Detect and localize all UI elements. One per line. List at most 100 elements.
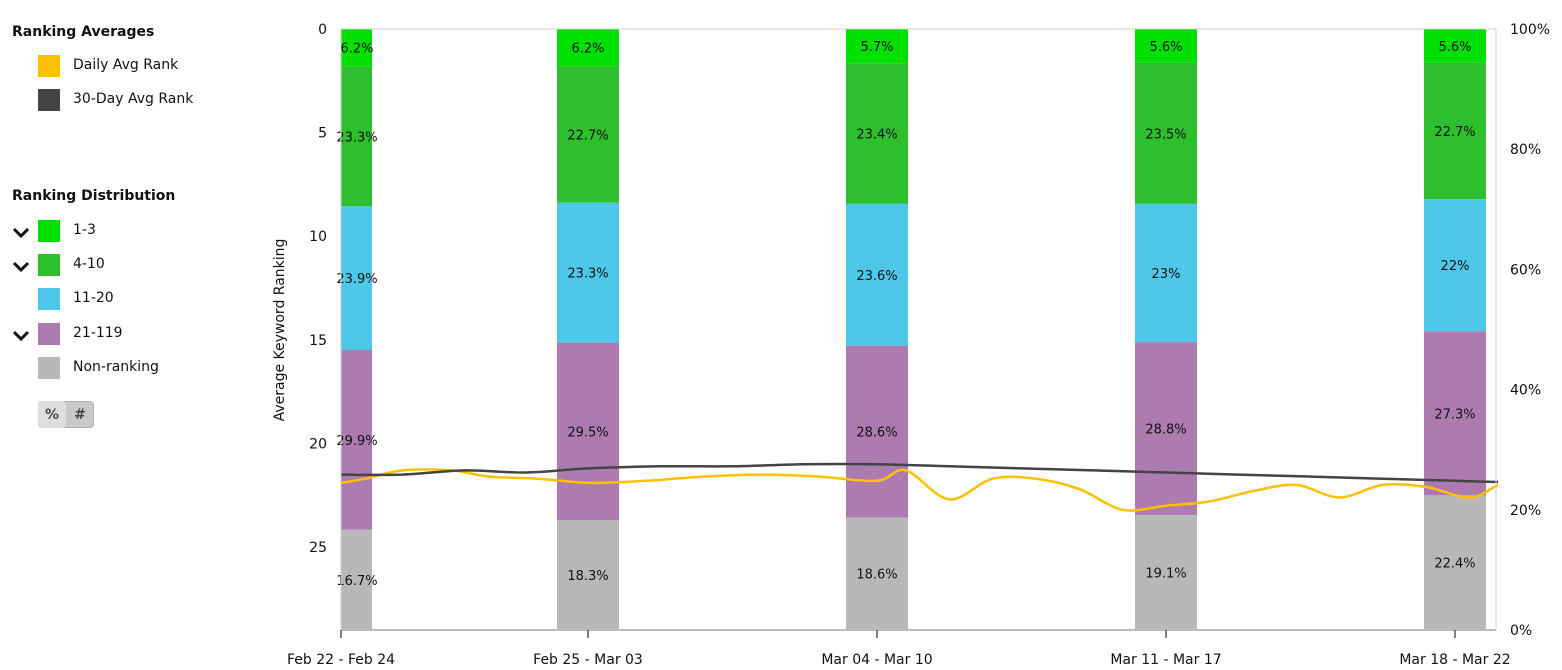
- legend-item-21-119[interactable]: 21-119: [12, 323, 242, 347]
- bar-segment-11-20[interactable]: [1135, 203, 1197, 343]
- 4-10-swatch: [38, 254, 60, 276]
- bar-segment-4-10[interactable]: [846, 63, 908, 204]
- daily-avg-rank-line[interactable]: [341, 468, 1527, 512]
- bar-data-label: 29.9%: [336, 434, 377, 449]
- 1-3-swatch: [38, 220, 60, 242]
- y-tick-label: 10: [309, 229, 327, 245]
- 30-day-avg-rank-line[interactable]: [341, 462, 1527, 484]
- 21-119-swatch: [38, 323, 60, 345]
- x-tick-label: Feb 25 - Mar 03: [533, 652, 643, 668]
- bar-segment-21-119[interactable]: [1135, 342, 1197, 516]
- legend-label: 11-20: [73, 290, 114, 306]
- bar-segment-21-119[interactable]: [557, 342, 619, 521]
- legend-item-4-10[interactable]: 4-10: [12, 254, 242, 278]
- bar-segment-1-3[interactable]: [341, 29, 372, 67]
- bar-segment-non-ranking[interactable]: [1135, 515, 1197, 630]
- y2-tick-label: 20%: [1510, 503, 1541, 519]
- bar-segment-21-119[interactable]: [341, 349, 372, 530]
- bar-segment-1-3[interactable]: [1135, 29, 1197, 63]
- bar-segment-1-3[interactable]: [846, 29, 908, 64]
- y-tick-label: 0: [318, 22, 327, 38]
- bar-segment-11-20[interactable]: [557, 202, 619, 343]
- legend-label: Non-ranking: [73, 359, 159, 375]
- chart-axes: 0 5 10 15 20 25 0% 20% 40% 60% 80% 100% Feb 22 - Feb…: [287, 22, 1550, 668]
- bar-data-label: 23%: [1152, 267, 1181, 282]
- bar-segment-1-3[interactable]: [557, 29, 619, 67]
- bar-segment-non-ranking[interactable]: [341, 529, 372, 630]
- bar-data-label: 27.3%: [1434, 407, 1475, 422]
- bar-segment-4-10[interactable]: [1135, 62, 1197, 204]
- y2-tick-label: 80%: [1510, 142, 1541, 158]
- legend-item-11-20[interactable]: 11-20: [12, 288, 242, 312]
- legend-label: 30-Day Avg Rank: [73, 91, 194, 107]
- bar-data-label: 23.4%: [856, 128, 897, 143]
- average-lines: [341, 462, 1527, 512]
- legend-item-non-ranking[interactable]: Non-ranking: [12, 357, 242, 381]
- daily-avg-rank-swatch: [38, 55, 60, 77]
- chevron-down-icon[interactable]: [12, 224, 30, 240]
- count-toggle-button[interactable]: #: [74, 406, 86, 423]
- 30-day-avg-rank-swatch: [38, 89, 60, 111]
- legend-label: 21-119: [73, 325, 123, 341]
- y-tick-label: 15: [309, 333, 327, 349]
- bar-data-label: 16.7%: [336, 574, 377, 589]
- bar-data-label: 19.1%: [1145, 567, 1186, 582]
- percent-count-toggle[interactable]: % #: [38, 401, 94, 428]
- bar-segment-21-119[interactable]: [846, 345, 908, 518]
- legend-item-daily-avg-rank[interactable]: Daily Avg Rank: [12, 55, 242, 79]
- bar-data-label: 23.6%: [856, 269, 897, 284]
- chevron-down-icon[interactable]: [12, 258, 30, 274]
- legend-label: 4-10: [73, 256, 105, 272]
- bar-data-label: 22.4%: [1434, 557, 1475, 572]
- bar-segment-11-20[interactable]: [846, 203, 908, 346]
- bar-data-label: 23.3%: [336, 130, 377, 145]
- legend-label: 1-3: [73, 222, 96, 238]
- bar-data-label: 22.7%: [567, 128, 608, 143]
- chevron-down-icon[interactable]: [12, 327, 30, 343]
- bar-data-label: 5.7%: [860, 40, 893, 55]
- legend-label: Daily Avg Rank: [73, 57, 179, 73]
- bar-segment-1-3[interactable]: [1424, 29, 1486, 63]
- bar-data-label: 23.5%: [1145, 127, 1186, 142]
- bar-data-label: 6.2%: [340, 42, 373, 57]
- bar-segment-4-10[interactable]: [341, 66, 372, 207]
- bar-segment-11-20[interactable]: [341, 206, 372, 350]
- x-tick-label: Mar 11 - Mar 17: [1110, 652, 1221, 668]
- bar-segment-4-10[interactable]: [1424, 62, 1486, 200]
- bar-data-label: 23.3%: [567, 267, 608, 282]
- y2-tick-label: 100%: [1510, 22, 1550, 38]
- bar-data-label: 28.8%: [1145, 423, 1186, 438]
- bar-data-label: 23.9%: [336, 272, 377, 287]
- bar-data-label: 5.6%: [1438, 40, 1471, 55]
- y-tick-label: 25: [309, 540, 327, 556]
- x-tick-label: Mar 04 - Mar 10: [821, 652, 932, 668]
- y-axis-title: Average Keyword Ranking: [272, 239, 288, 422]
- x-tick-label: Mar 18 - Mar 22: [1399, 652, 1510, 668]
- ranking-distribution-title: Ranking Distribution: [12, 188, 176, 204]
- bar-segment-non-ranking[interactable]: [557, 520, 619, 630]
- y-tick-label: 5: [318, 126, 327, 142]
- y2-tick-label: 40%: [1510, 383, 1541, 399]
- bar-data-label: 22.7%: [1434, 125, 1475, 140]
- bar-data-label: 29.5%: [567, 425, 608, 440]
- bar-data-label: 5.6%: [1149, 40, 1182, 55]
- y-tick-label: 20: [309, 436, 327, 452]
- bar-segment-11-20[interactable]: [1424, 199, 1486, 332]
- legend-item-30-day-avg-rank[interactable]: 30-Day Avg Rank: [12, 89, 242, 113]
- bar-segment-21-119[interactable]: [1424, 331, 1486, 496]
- ranking-averages-title: Ranking Averages: [12, 24, 155, 40]
- x-tick-label: Feb 22 - Feb 24: [287, 652, 395, 668]
- bar-segment-4-10[interactable]: [557, 66, 619, 203]
- legend-item-1-3[interactable]: 1-3: [12, 220, 242, 244]
- bar-data-label: 28.6%: [856, 426, 897, 441]
- y2-tick-label: 60%: [1510, 262, 1541, 278]
- stacked-bars: 6.2% 23.3% 23.9% 29.9% 16.7% 6.2% 22.7% 23.3% 29…: [336, 29, 1486, 630]
- y2-tick-label: 0%: [1510, 623, 1532, 639]
- bar-segment-non-ranking[interactable]: [1424, 495, 1486, 630]
- bar-segment-non-ranking[interactable]: [846, 517, 908, 630]
- bar-data-label: 18.3%: [567, 569, 608, 584]
- bar-data-label: 6.2%: [571, 42, 604, 57]
- 11-20-swatch: [38, 288, 60, 310]
- percent-toggle-button[interactable]: %: [38, 401, 66, 428]
